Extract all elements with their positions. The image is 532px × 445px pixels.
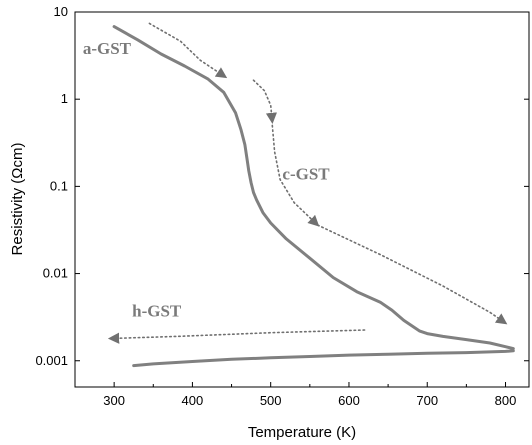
dotted-arrow [148,22,228,79]
annotation-label: c-GST [282,164,330,183]
data-curves [112,25,515,368]
dotted-arrow [252,79,278,125]
x-tick-label: 300 [103,393,125,408]
x-tick-label: 600 [338,393,360,408]
y-tick-label: 0.01 [43,266,68,281]
x-tick-label: 700 [416,393,438,408]
dotted-arrow [316,224,508,325]
series-cooling-line [132,349,515,368]
y-axis-title: Resistivity (Ωcm) [9,143,26,256]
x-axis-title: Temperature (K) [248,424,356,441]
y-tick-label: 1 [61,91,68,106]
x-tick-label: 400 [182,393,204,408]
series-heating-line [112,25,515,351]
y-tick-label: 0.1 [50,178,68,193]
axis-ticks: 300 400 500 600 700 800 10 1 0.1 0.01 0.001 [35,4,529,408]
annotations: a-GST c-GST h-GST [83,39,330,321]
dotted-arrow [271,124,320,227]
y-tick-label: 0.001 [35,353,68,368]
annotation-label: h-GST [132,302,182,321]
x-tick-label: 800 [495,393,517,408]
x-tick-label: 500 [260,393,282,408]
dotted-arrow [107,329,366,344]
dotted-arrows [107,22,508,344]
plot-frame [74,11,530,388]
y-tick-label: 10 [54,4,68,19]
annotation-label: a-GST [83,39,132,58]
